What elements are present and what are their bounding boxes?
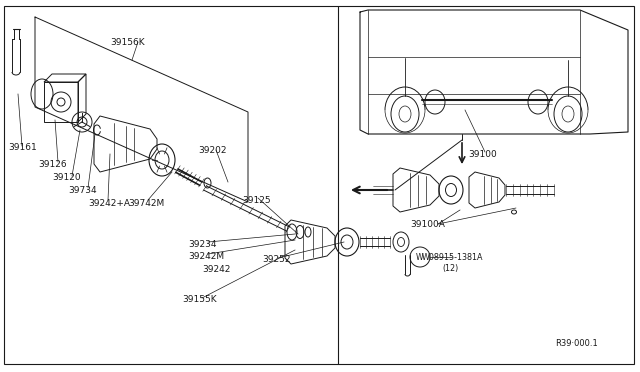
Text: 39202: 39202 bbox=[198, 145, 227, 154]
Text: 39734: 39734 bbox=[68, 186, 97, 195]
Text: 39252: 39252 bbox=[262, 256, 291, 264]
Text: 39155K: 39155K bbox=[182, 295, 216, 305]
Text: (12): (12) bbox=[442, 264, 458, 273]
Text: 39156K: 39156K bbox=[110, 38, 145, 46]
Text: 39242: 39242 bbox=[202, 266, 230, 275]
Text: 39742M: 39742M bbox=[128, 199, 164, 208]
Text: 39234: 39234 bbox=[188, 240, 216, 248]
Text: W: W bbox=[416, 253, 424, 262]
Text: 39100: 39100 bbox=[468, 150, 497, 158]
Text: 39120: 39120 bbox=[52, 173, 81, 182]
Text: 39242+A: 39242+A bbox=[88, 199, 130, 208]
Text: 39126: 39126 bbox=[38, 160, 67, 169]
Text: 39125: 39125 bbox=[242, 196, 271, 205]
Text: 39161: 39161 bbox=[8, 142, 36, 151]
Text: 39242M: 39242M bbox=[188, 251, 224, 260]
Text: W08915-1381A: W08915-1381A bbox=[422, 253, 483, 262]
Text: 39100A: 39100A bbox=[410, 219, 445, 228]
Text: R39·000.1: R39·000.1 bbox=[555, 340, 598, 349]
